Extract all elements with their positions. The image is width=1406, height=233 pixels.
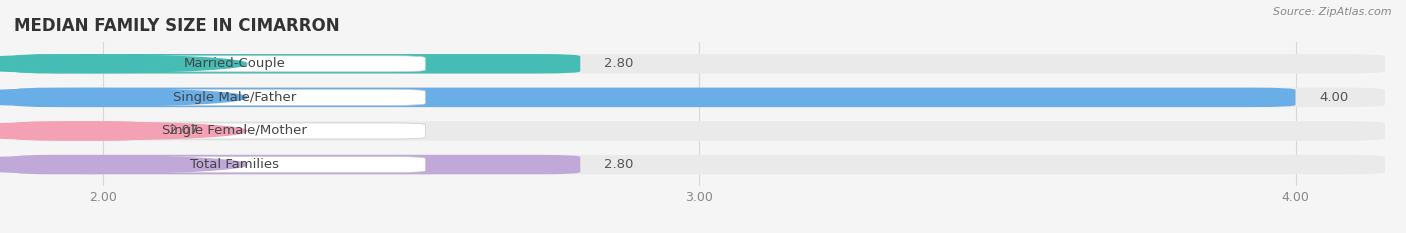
FancyBboxPatch shape <box>14 121 1385 141</box>
Text: 2.80: 2.80 <box>605 158 634 171</box>
FancyBboxPatch shape <box>14 88 1385 107</box>
Text: 2.07: 2.07 <box>169 124 198 137</box>
FancyBboxPatch shape <box>20 56 425 72</box>
FancyBboxPatch shape <box>14 155 1385 174</box>
Text: Single Female/Mother: Single Female/Mother <box>162 124 307 137</box>
Text: Total Families: Total Families <box>190 158 278 171</box>
Text: MEDIAN FAMILY SIZE IN CIMARRON: MEDIAN FAMILY SIZE IN CIMARRON <box>14 17 340 35</box>
FancyBboxPatch shape <box>14 121 145 141</box>
FancyBboxPatch shape <box>14 155 581 174</box>
Text: Single Male/Father: Single Male/Father <box>173 91 297 104</box>
Circle shape <box>0 156 247 173</box>
Text: Source: ZipAtlas.com: Source: ZipAtlas.com <box>1274 7 1392 17</box>
FancyBboxPatch shape <box>20 123 425 139</box>
FancyBboxPatch shape <box>14 54 581 74</box>
FancyBboxPatch shape <box>14 88 1295 107</box>
Text: 2.80: 2.80 <box>605 57 634 70</box>
Circle shape <box>0 89 247 106</box>
Text: 4.00: 4.00 <box>1319 91 1348 104</box>
Circle shape <box>0 122 247 140</box>
Circle shape <box>0 55 247 72</box>
FancyBboxPatch shape <box>20 89 425 105</box>
Text: Married-Couple: Married-Couple <box>184 57 285 70</box>
FancyBboxPatch shape <box>14 54 1385 74</box>
FancyBboxPatch shape <box>20 157 425 173</box>
